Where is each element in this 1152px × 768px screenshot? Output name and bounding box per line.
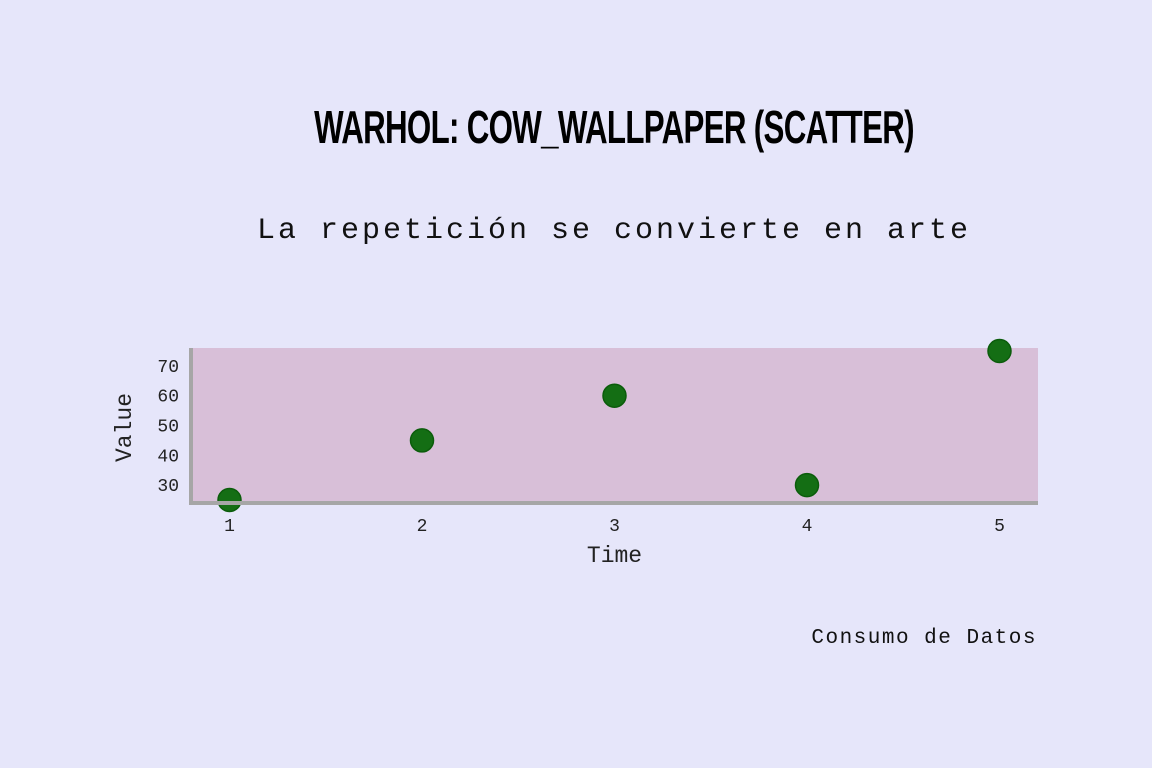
y-tick-labels: 30 40 50 60 70 [157,358,179,497]
chart-subtitle: La repetición se convierte en arte [256,214,972,248]
data-point [217,487,242,513]
y-tick-label: 30 [157,477,179,497]
y-tick-label: 50 [157,418,179,438]
chart-title: WARHOL: COW_WALLPAPER (SCATTER) [314,101,915,153]
x-axis-label: Time [587,543,642,569]
x-tick-label: 1 [224,517,235,537]
data-point [794,472,820,498]
points-layer [217,338,1012,513]
y-tick-label: 70 [157,358,179,378]
x-tick-label: 4 [802,517,813,537]
x-tick-label: 3 [609,517,620,537]
x-tick-label: 5 [994,517,1005,537]
y-tick-label: 60 [157,388,179,408]
y-tick-label: 40 [157,447,179,467]
y-axis-label: Value [112,393,138,462]
footer-caption: Consumo de Datos [811,627,1037,650]
data-point [987,338,1012,364]
x-tick-label: 2 [417,517,428,537]
data-point [409,428,435,453]
plot-area [191,348,1038,503]
x-tick-labels: 1 2 3 4 5 [224,517,1005,537]
data-point [602,383,627,408]
